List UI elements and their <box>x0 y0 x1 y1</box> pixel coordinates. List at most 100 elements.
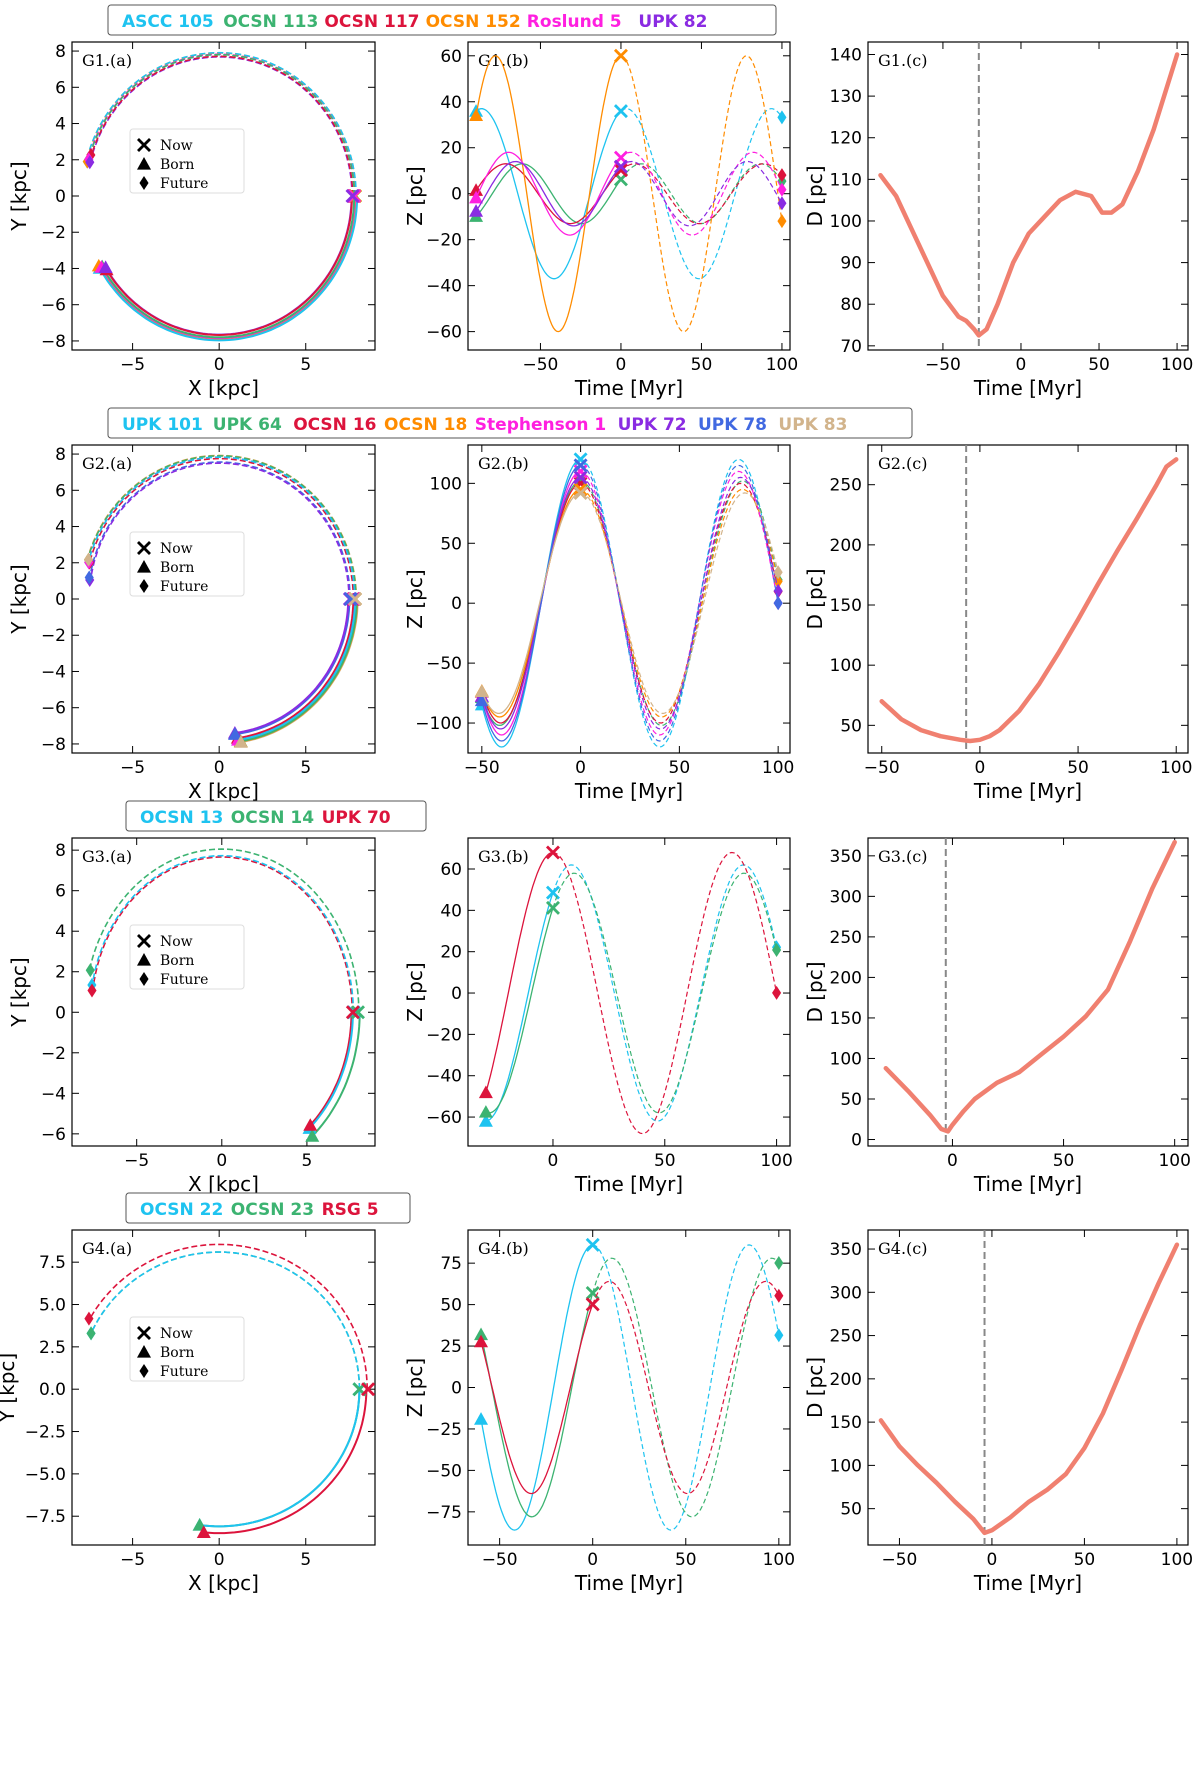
future-marker <box>86 1326 96 1341</box>
born-marker <box>98 260 113 273</box>
x-tick-label: 50 <box>691 355 713 375</box>
legend-entry: OCSN 23 <box>231 1200 314 1220</box>
panel-g2-tz: −50 0 50 100 −100 −50 0 50 100 G2.(b) Time [Myr] Z … <box>403 444 794 803</box>
legend: ASCC 105 OCSN 113 OCSN 117 OCSN 152 Roslund … <box>107 4 777 36</box>
now-marker <box>573 482 588 497</box>
z-past-line <box>475 108 622 280</box>
born-marker <box>469 108 484 122</box>
legend-entry: OCSN 18 <box>384 415 467 435</box>
x-tick-label: 50 <box>654 1151 676 1171</box>
orbit-past-line <box>240 601 358 743</box>
orbit-future-line <box>91 55 354 197</box>
now-marker <box>573 458 588 473</box>
x-tick-label: 0 <box>1016 355 1027 375</box>
y-tick-label: −50 <box>426 1461 462 1481</box>
x-tick-label: 100 <box>1161 1550 1193 1570</box>
z-past-line <box>475 55 622 333</box>
future-marker <box>777 182 787 197</box>
y-tick-label: 4 <box>55 518 66 538</box>
orbit-future-line <box>90 1243 368 1390</box>
y-axis-label: Y [kpc] <box>0 1353 19 1423</box>
orbit-past-line <box>199 1389 361 1528</box>
z-past-line <box>480 1292 594 1518</box>
panel-label: G3.(b) <box>478 847 529 866</box>
z-future-line <box>592 1244 780 1531</box>
plot-frame <box>71 41 376 351</box>
x-tick-label: −50 <box>881 1550 917 1570</box>
y-tick-label: −75 <box>426 1503 462 1523</box>
y-axis-label: Z [pc] <box>403 962 427 1021</box>
panel-g1-xy: −5 0 5 −8 −6 −4 −2 0 2 4 6 8 G1.(a) X [kpc] Y [kpc] Now… <box>7 41 376 400</box>
born-marker <box>474 1412 489 1425</box>
y-tick-label: 60 <box>440 47 462 67</box>
now-marker <box>613 163 628 178</box>
y-tick-label: 20 <box>440 139 462 159</box>
z-past-line <box>480 1244 593 1531</box>
y-axis-label: Y [kpc] <box>7 957 31 1027</box>
born-marker <box>233 735 248 748</box>
distance-line <box>883 839 1177 1134</box>
legend-future-label: Future <box>160 579 208 595</box>
y-tick-label: 100 <box>830 212 862 232</box>
y-tick-label: 350 <box>830 847 862 867</box>
y-tick-label: 2 <box>55 554 66 574</box>
y-tick-label: −50 <box>426 654 462 674</box>
y-tick-label: 250 <box>830 928 862 948</box>
legend-entry: OCSN 113 <box>223 12 318 32</box>
y-tick-label: 80 <box>840 295 862 315</box>
future-marker <box>85 155 95 170</box>
y-tick-label: 300 <box>830 1283 862 1303</box>
marker-legend-frame <box>129 531 245 597</box>
z-past-line <box>475 151 622 236</box>
future-marker <box>83 552 94 567</box>
orbit-past-line <box>309 1014 353 1126</box>
born-marker <box>469 183 484 196</box>
x-tick-label: 50 <box>1074 1550 1096 1570</box>
z-future-line <box>580 464 779 742</box>
y-axis-label: D [pc] <box>803 961 827 1022</box>
future-marker <box>84 570 94 585</box>
panel-label: G2.(a) <box>82 454 132 473</box>
x-tick-label: 100 <box>1160 758 1192 778</box>
y-tick-label: 100 <box>830 1049 862 1069</box>
z-past-line <box>485 851 554 1093</box>
plot-frame <box>71 1229 376 1546</box>
legend-born-marker <box>137 560 151 573</box>
y-tick-label: 0 <box>451 185 462 205</box>
x-tick-label: 50 <box>675 1550 697 1570</box>
future-marker <box>772 942 782 957</box>
x-tick-label: −5 <box>120 355 145 375</box>
y-axis-label: Z [pc] <box>403 569 427 628</box>
panel-label: G2.(b) <box>478 454 529 473</box>
future-marker <box>774 1255 784 1270</box>
y-tick-label: 100 <box>830 1456 862 1476</box>
born-marker <box>305 1129 320 1142</box>
legend-future-marker <box>139 1364 149 1378</box>
marker-legend: Now Born Future <box>129 128 245 194</box>
legend-frame <box>107 4 777 36</box>
z-past-line <box>480 1304 594 1495</box>
plot-frame <box>467 444 791 754</box>
y-tick-label: 4 <box>55 115 66 135</box>
panel-label: G4.(c) <box>878 1239 928 1258</box>
x-axis-label: Time [Myr] <box>973 1172 1082 1196</box>
x-tick-label: 0 <box>548 1151 559 1171</box>
y-tick-label: 25 <box>440 1337 462 1357</box>
y-tick-label: 50 <box>840 716 862 736</box>
legend-entry: OCSN 117 <box>324 12 419 32</box>
x-tick-label: 100 <box>1161 355 1193 375</box>
y-tick-label: 130 <box>830 87 862 107</box>
distance-line <box>878 1242 1180 1536</box>
z-future-line <box>552 872 778 1114</box>
legend-entry: RSG 5 <box>322 1200 379 1220</box>
orbit-future-line <box>85 51 357 197</box>
y-axis-label: Z [pc] <box>403 166 427 225</box>
born-marker <box>474 684 489 697</box>
y-tick-label: 110 <box>830 170 862 190</box>
legend-now-marker <box>137 1326 151 1340</box>
y-tick-label: 0 <box>451 594 462 614</box>
y-axis-label: D [pc] <box>803 165 827 226</box>
marker-legend-frame <box>129 1316 245 1382</box>
legend-entry: UPK 70 <box>322 808 391 828</box>
